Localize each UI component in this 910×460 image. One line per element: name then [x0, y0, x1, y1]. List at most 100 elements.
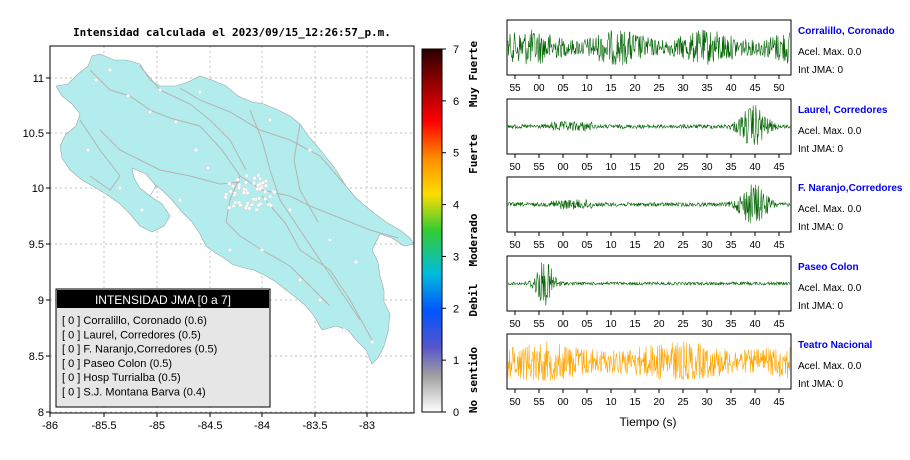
- accel-max-label: Acel. Max. 0.0: [798, 47, 862, 58]
- waveform-x-tick-label: 50: [509, 397, 521, 408]
- road: [179, 87, 347, 187]
- waveform-x-tick-label: 05: [581, 162, 593, 173]
- station-marker: [263, 183, 268, 188]
- waveform-panel: 50 55 00 05 10 15 20 25 30 35 40 45 Teatro Nacional A…: [506, 333, 872, 408]
- nicoya-gulf-inlet: [131, 167, 157, 197]
- waveform-x-tick-label: 15: [605, 83, 617, 94]
- station-marker: [247, 206, 252, 211]
- road: [293, 123, 319, 223]
- colorbar-tick-label: 1: [453, 355, 459, 367]
- station-marker: [244, 173, 249, 178]
- map-y-tick-label: 9.5: [29, 239, 44, 251]
- legend-items: [ 0 ] Corralillo, Coronado (0.6) [ 0 ] La…: [62, 315, 217, 399]
- accel-max-label: Acel. Max. 0.0: [798, 204, 862, 215]
- waveform-x-tick-label: 50: [509, 240, 521, 251]
- station-marker: [223, 195, 228, 200]
- intensity-legend: INTENSIDAD JMA [0 a 7] [ 0 ] Corralillo,…: [55, 288, 271, 408]
- station-marker: [268, 203, 273, 208]
- waveform-x-tick-label: 40: [725, 83, 737, 94]
- waveform-x-tick-label: 45: [773, 319, 785, 330]
- int-jma-label: Int JMA: 0: [798, 301, 843, 312]
- waveform-x-tick-label: 25: [677, 240, 689, 251]
- waveform-x-tick-label: 45: [749, 83, 761, 94]
- station-marker: [328, 237, 333, 242]
- station-marker: [232, 192, 237, 197]
- waveform-panel: 50 55 00 05 10 15 20 25 30 35 40 45 Paseo Colon Acel.…: [506, 255, 862, 330]
- waveform-x-tick-label: 15: [629, 319, 641, 330]
- station-marker: [193, 147, 198, 152]
- legend-item: [ 0 ] Hosp Turrialba (0.5): [62, 372, 181, 384]
- map-title: Intensidad calculada el 2023/09/15_12:26…: [73, 26, 391, 39]
- station-marker: [205, 165, 210, 170]
- station-marker: [227, 247, 232, 252]
- station-marker: [298, 278, 303, 283]
- waveform-trace: [507, 29, 791, 66]
- waveform-x-tick-label: 25: [677, 162, 689, 173]
- waveform-x-tick-label: 30: [677, 83, 689, 94]
- waveform-frame: [506, 333, 792, 390]
- waveform-x-tick-label: 05: [581, 240, 593, 251]
- waveform-x-tick-label: 00: [557, 162, 569, 173]
- waveform-x-tick-label: 20: [653, 397, 665, 408]
- colorbar-ticks: 7 6 5 4 3 2 1 0: [442, 44, 459, 419]
- station-marker: [177, 197, 182, 202]
- colorbar-tick-label: 7: [453, 44, 459, 56]
- map-y-tick-label: 8.5: [29, 351, 44, 363]
- waveform-x-tick-label: 45: [773, 162, 785, 173]
- waveform-x-tick-label: 05: [581, 397, 593, 408]
- costa-rica-land: [55, 53, 415, 365]
- waveform-x-tick-label: 50: [509, 319, 521, 330]
- accel-max-label: Acel. Max. 0.0: [798, 126, 862, 137]
- station-marker: [197, 89, 202, 94]
- station-marker: [260, 247, 265, 252]
- waveform-panel: 50 55 00 05 10 15 20 25 30 35 40 45 Laurel, Corredor…: [506, 98, 888, 173]
- waveform-x-tick-label: 40: [749, 319, 761, 330]
- road: [89, 69, 241, 177]
- road: [249, 109, 361, 321]
- colorbar-category-label: Muy Fuerte: [467, 41, 480, 108]
- station-marker: [256, 203, 261, 208]
- waveform-x-tick-label: 10: [605, 162, 617, 173]
- waveform-frame: [506, 98, 792, 155]
- station-marker: [245, 190, 250, 195]
- waveform-x-tick-label: 25: [653, 83, 665, 94]
- road: [239, 175, 399, 239]
- waveform-trace: [507, 341, 791, 382]
- station-marker: [233, 200, 238, 205]
- station-marker: [254, 207, 259, 212]
- waveform-x-tick-label: 30: [701, 240, 713, 251]
- waveform-x-tick-label: 10: [605, 397, 617, 408]
- station-name: Corralillo, Coronado: [798, 26, 895, 37]
- map-x-tick-label: -86: [42, 420, 58, 432]
- station-marker: [242, 187, 247, 192]
- station-marker: [342, 328, 347, 333]
- waveform-x-tick-label: 40: [749, 162, 761, 173]
- station-marker: [241, 190, 246, 195]
- waveform-x-tick-label: 55: [533, 397, 545, 408]
- waveform-x-tick-label: 10: [605, 319, 617, 330]
- legend-header: INTENSIDAD JMA [0 a 7]: [95, 293, 231, 307]
- costa-rica-mainland: [55, 53, 415, 365]
- station-marker: [272, 190, 277, 195]
- waveform-x-tick-label: 55: [533, 319, 545, 330]
- station-marker: [147, 109, 152, 114]
- accel-max-label: Acel. Max. 0.0: [798, 361, 862, 372]
- intensity-colorbar: 7 6 5 4 3 2 1 0 Muy Fuerte Fuerte Moderado Debil No…: [421, 41, 480, 419]
- map-y-axis: 11 10.5 10 9.5 9 8.5 8: [23, 73, 50, 419]
- legend-box: [55, 288, 271, 408]
- waveform-panel: 55 00 05 10 15 20 25 30 35 40 45 50 Corralillo, Coro…: [506, 19, 895, 94]
- waveform-x-tick-label: 30: [701, 319, 713, 330]
- colorbar-tick-label: 0: [453, 407, 459, 419]
- time-axis-label: Tiempo (s): [620, 415, 677, 429]
- station-marker: [243, 206, 248, 211]
- station-marker: [245, 201, 250, 206]
- colorbar-tick-label: 2: [453, 303, 459, 315]
- station-marker: [139, 207, 144, 212]
- waveform-x-tick-label: 45: [773, 397, 785, 408]
- waveform-x-tick-label: 05: [557, 83, 569, 94]
- station-marker: [125, 93, 130, 98]
- station-marker: [258, 176, 263, 181]
- station-marker: [227, 181, 232, 186]
- station-marker: [228, 189, 233, 194]
